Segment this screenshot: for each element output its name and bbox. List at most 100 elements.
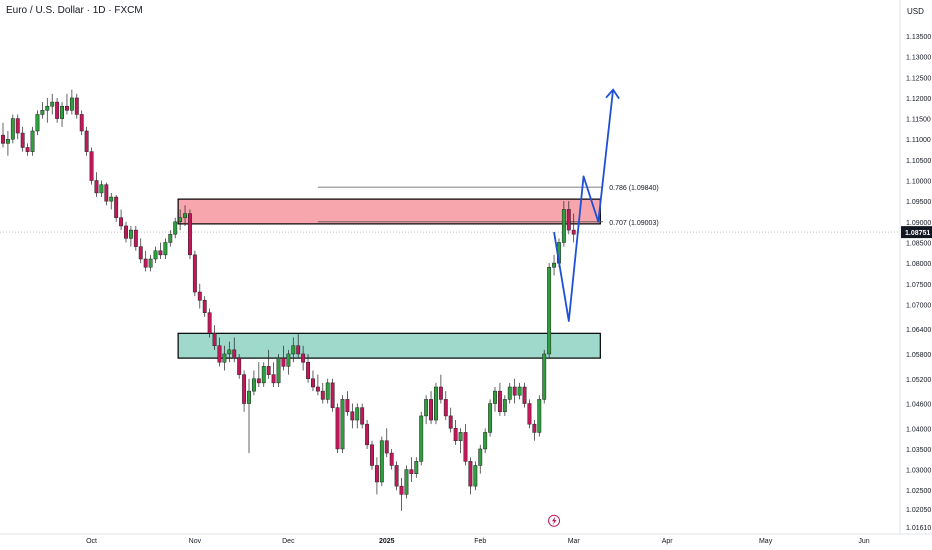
candle[interactable]: [424, 399, 429, 417]
candle[interactable]: [374, 465, 379, 483]
candle[interactable]: [394, 465, 399, 487]
candle[interactable]: [276, 357, 281, 384]
marker-layer[interactable]: [548, 514, 561, 527]
candle[interactable]: [266, 366, 271, 375]
candle[interactable]: [522, 386, 527, 404]
candle[interactable]: [350, 411, 355, 421]
candle[interactable]: [60, 105, 64, 119]
candle[interactable]: [5, 138, 10, 144]
candle[interactable]: [168, 233, 173, 243]
candle[interactable]: [315, 386, 320, 392]
candle[interactable]: [281, 357, 286, 367]
candle[interactable]: [360, 407, 365, 425]
candle[interactable]: [306, 361, 310, 380]
candle[interactable]: [355, 407, 360, 421]
candle[interactable]: [429, 399, 433, 421]
candle[interactable]: [109, 196, 114, 202]
candle[interactable]: [414, 461, 419, 474]
candle[interactable]: [286, 353, 291, 367]
candle[interactable]: [404, 469, 409, 495]
candle[interactable]: [158, 250, 163, 256]
candle[interactable]: [473, 465, 478, 487]
candle[interactable]: [291, 345, 296, 355]
currency-label[interactable]: USD: [907, 7, 924, 16]
candle[interactable]: [325, 382, 330, 400]
candle[interactable]: [153, 250, 158, 260]
candles-layer[interactable]: [1, 89, 576, 511]
time-axis[interactable]: Oct Nov Dec 2025 Feb Mar Apr May Jun: [86, 538, 870, 545]
candle[interactable]: [69, 97, 74, 111]
candle[interactable]: [434, 386, 438, 421]
candle[interactable]: [188, 213, 192, 256]
candle[interactable]: [419, 415, 424, 462]
price-axis[interactable]: 1.13500 1.13000 1.12500 1.12000 1.11500 1.110…: [901, 34, 932, 532]
candle[interactable]: [20, 132, 25, 148]
candle[interactable]: [448, 415, 453, 429]
candle[interactable]: [453, 428, 458, 441]
candle[interactable]: [502, 399, 507, 413]
candle[interactable]: [227, 349, 232, 355]
candle[interactable]: [409, 469, 414, 474]
candle[interactable]: [65, 105, 69, 111]
candle[interactable]: [114, 196, 119, 218]
candle[interactable]: [443, 399, 448, 417]
candle[interactable]: [99, 184, 104, 194]
candle[interactable]: [84, 130, 89, 152]
candle[interactable]: [222, 353, 227, 363]
candle[interactable]: [119, 217, 124, 227]
candle[interactable]: [311, 378, 315, 388]
candle[interactable]: [128, 229, 133, 239]
candle[interactable]: [271, 374, 276, 384]
candle[interactable]: [493, 390, 497, 404]
candle[interactable]: [79, 114, 84, 132]
candle[interactable]: [232, 349, 237, 359]
symbol-title[interactable]: Euro / U.S. Dollar · 1D · FXCM: [6, 5, 143, 16]
candle[interactable]: [207, 312, 212, 334]
candle[interactable]: [488, 403, 493, 433]
candle[interactable]: [296, 345, 301, 355]
candle[interactable]: [532, 423, 537, 433]
candle[interactable]: [561, 209, 566, 243]
candle[interactable]: [547, 267, 552, 355]
candle[interactable]: [261, 366, 266, 384]
candle[interactable]: [384, 440, 389, 454]
candle[interactable]: [237, 357, 242, 375]
candle[interactable]: [251, 378, 256, 392]
candle[interactable]: [55, 101, 60, 119]
candle[interactable]: [247, 390, 251, 404]
candle[interactable]: [217, 345, 222, 363]
candle[interactable]: [542, 353, 547, 400]
candle[interactable]: [517, 386, 522, 396]
candle[interactable]: [512, 386, 517, 396]
candle[interactable]: [566, 209, 571, 231]
candle[interactable]: [1, 134, 5, 144]
candle[interactable]: [438, 386, 443, 400]
candle[interactable]: [35, 114, 40, 132]
candle[interactable]: [212, 333, 217, 346]
candle[interactable]: [330, 382, 335, 408]
candle[interactable]: [256, 378, 261, 384]
candle[interactable]: [527, 403, 532, 425]
candle[interactable]: [571, 229, 576, 235]
candle[interactable]: [458, 432, 463, 441]
candle[interactable]: [399, 485, 404, 495]
candle[interactable]: [320, 390, 325, 400]
candle[interactable]: [25, 147, 30, 152]
candle[interactable]: [242, 374, 247, 404]
candle[interactable]: [389, 452, 394, 466]
candle[interactable]: [45, 105, 50, 111]
candle[interactable]: [40, 110, 45, 115]
candle[interactable]: [379, 440, 384, 483]
candle[interactable]: [183, 213, 187, 218]
candle[interactable]: [478, 448, 483, 466]
candle[interactable]: [468, 461, 473, 487]
candle[interactable]: [365, 423, 370, 446]
candle[interactable]: [483, 432, 488, 450]
candle[interactable]: [94, 180, 99, 194]
candle[interactable]: [340, 399, 345, 450]
candle[interactable]: [202, 300, 207, 313]
candle[interactable]: [335, 407, 340, 450]
candle[interactable]: [163, 242, 168, 256]
candle[interactable]: [143, 258, 148, 268]
